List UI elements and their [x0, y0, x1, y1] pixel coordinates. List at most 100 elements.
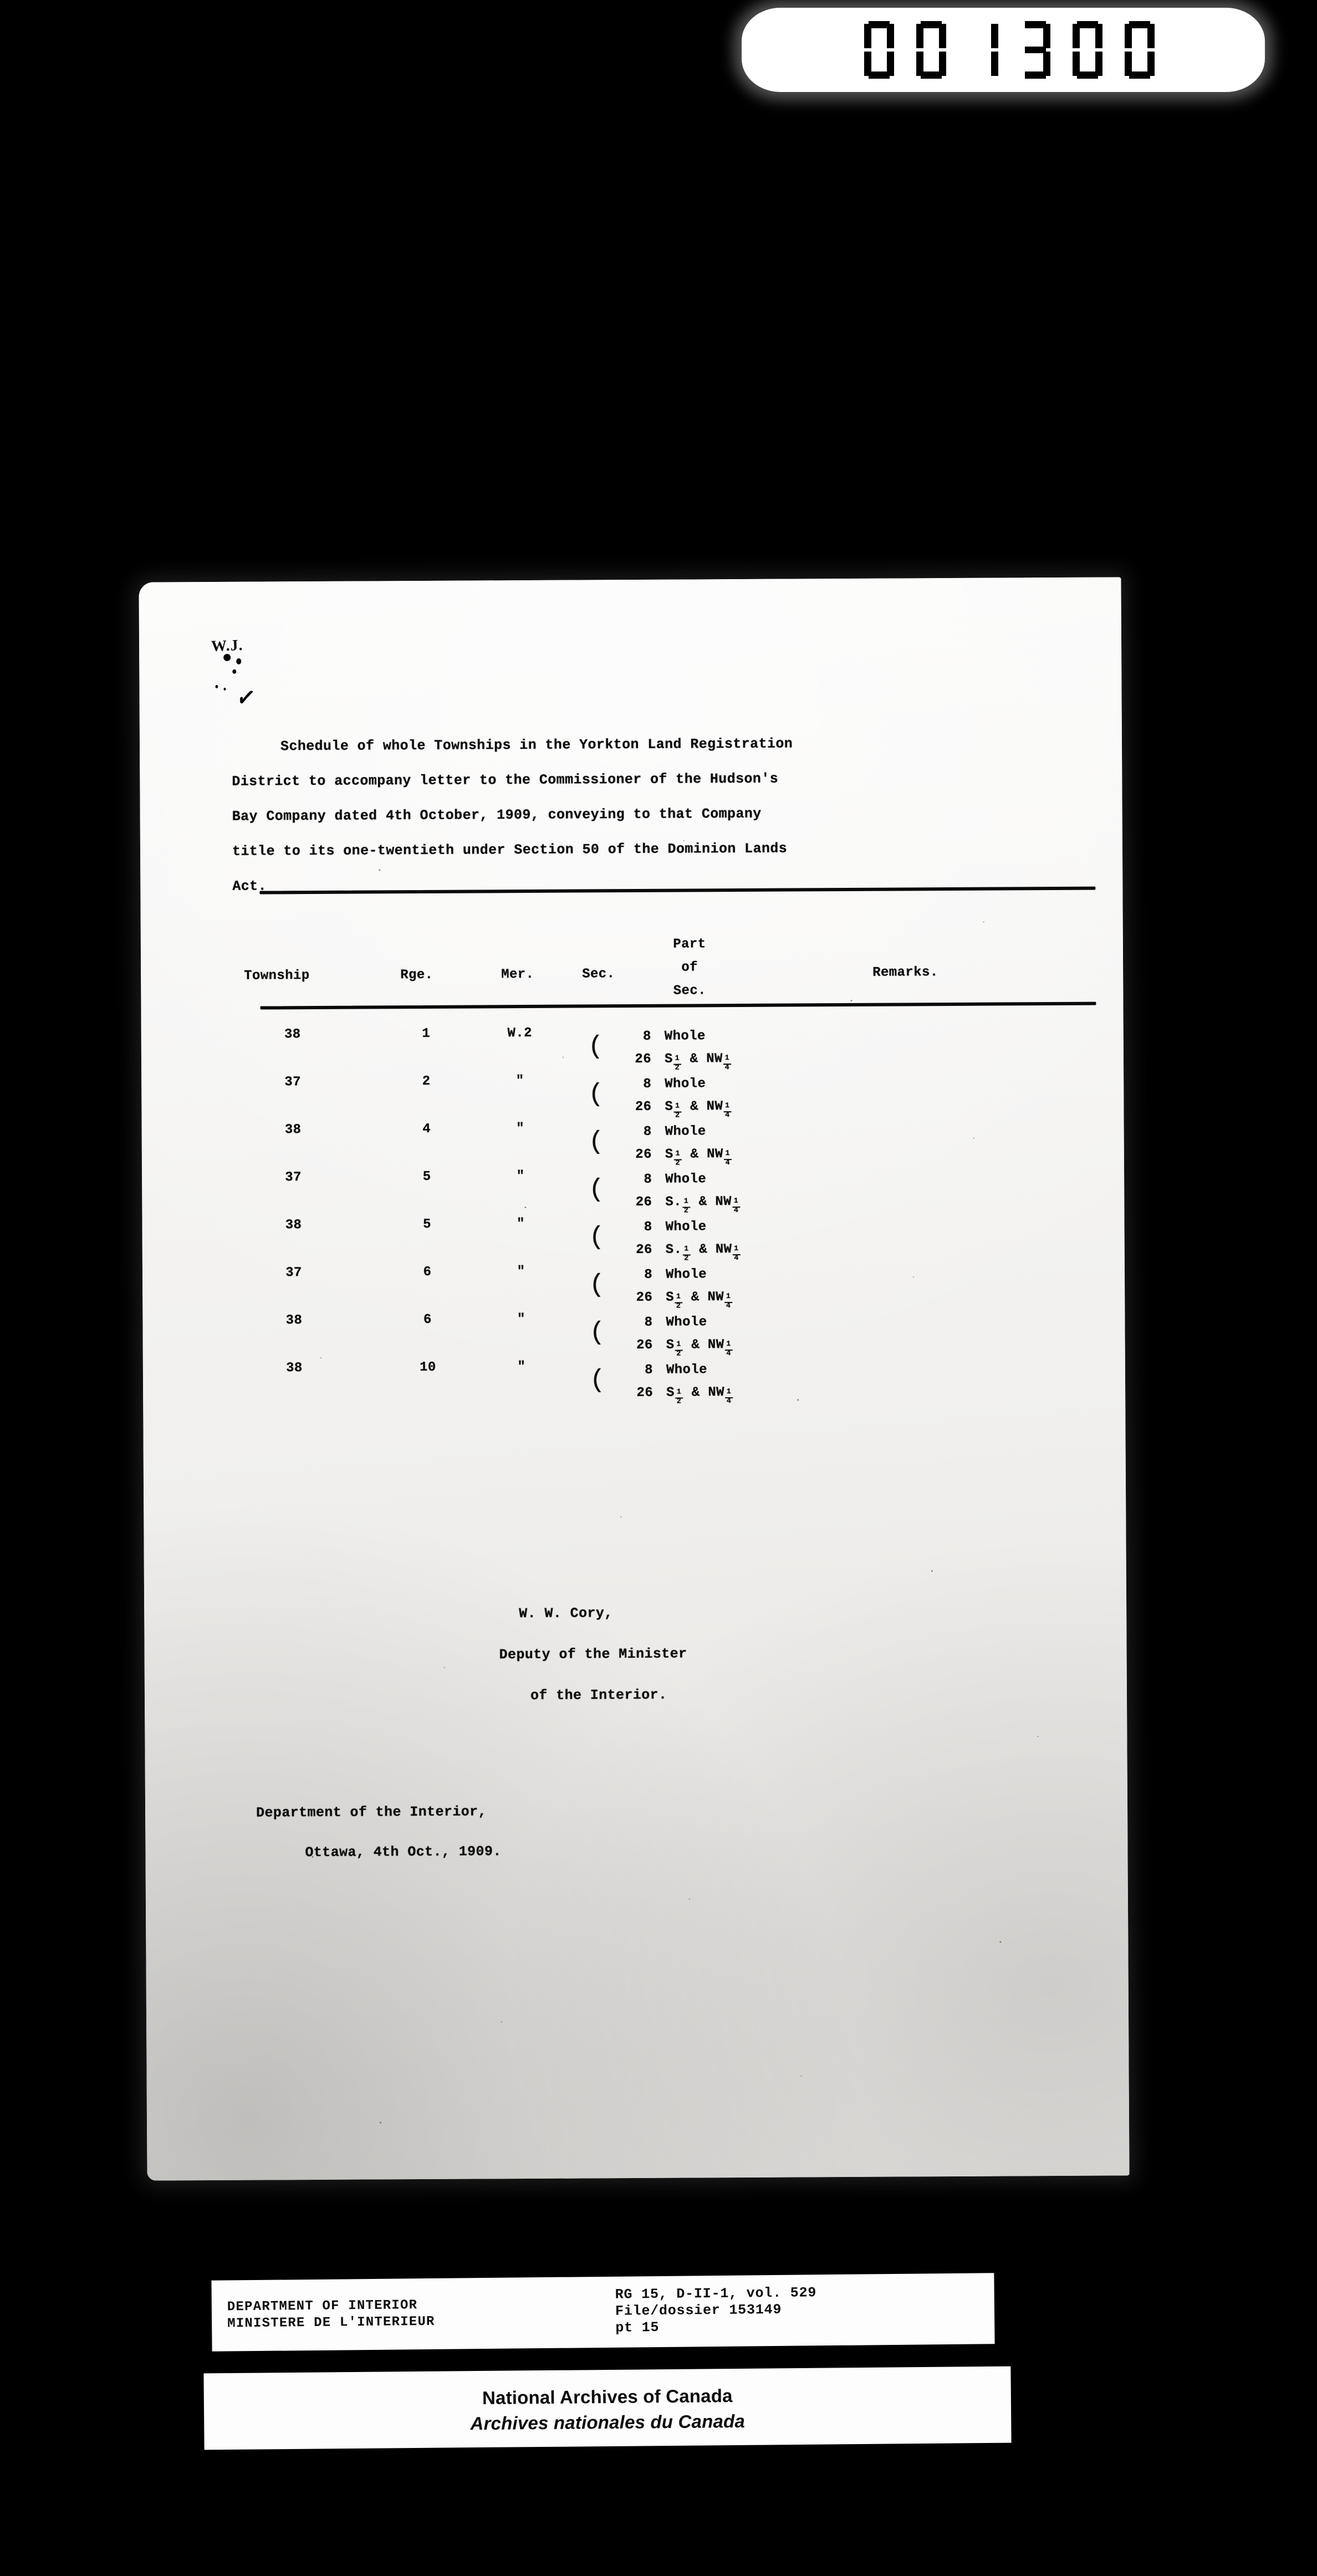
- ink-blot: [223, 653, 231, 661]
- table-row: 37 6 " (8 26 Whole S 1 2 & NW 1 4: [142, 1259, 1125, 1311]
- row-brace: (: [589, 1175, 605, 1204]
- cell-township: 38: [286, 1361, 303, 1376]
- part-value: Whole: [666, 1315, 707, 1330]
- sec-value: 8: [644, 1315, 653, 1330]
- cell-mer: ": [516, 1121, 525, 1137]
- body-line: Bay Company dated 4th October, 1909, con…: [232, 805, 762, 825]
- film-speck: [501, 2021, 503, 2023]
- cell-part-of-sec: Whole S 1 2 & NW 1 4: [665, 1025, 732, 1072]
- part-value: S. 1 2 & NW 1 4: [665, 1190, 741, 1215]
- sec-value: 8: [642, 1029, 651, 1044]
- cell-sec: 8 26: [610, 1073, 652, 1118]
- cell-part-of-sec: Whole S. 1 2 & NW 1 4: [665, 1168, 741, 1215]
- cell-rge: 5: [423, 1217, 432, 1232]
- sec-value: 26: [635, 1194, 652, 1210]
- row-brace: (: [588, 1032, 604, 1061]
- handwritten-initials: W.J.: [211, 636, 244, 655]
- film-speck: [913, 1276, 915, 1278]
- microfilm-frame-counter: [742, 8, 1265, 92]
- cell-rge: 6: [423, 1264, 432, 1280]
- record-group-line-3: pt 15: [615, 2319, 660, 2336]
- cell-mer: ": [517, 1359, 526, 1375]
- part-of-sec-line-1: Part: [673, 937, 706, 952]
- part-of-sec-line-2: of: [681, 960, 698, 975]
- body-line: Act.: [232, 878, 267, 895]
- record-group-line-1: RG 15, D-II-1, vol. 529: [615, 2284, 817, 2303]
- archival-rg-label: DEPARTMENT OF INTERIOR MINISTERE DE L'IN…: [211, 2273, 995, 2352]
- film-speck: [983, 921, 984, 923]
- cell-part-of-sec: Whole S 1 2 & NW 1 4: [665, 1263, 733, 1311]
- part-value: Whole: [665, 1076, 706, 1092]
- film-speck: [524, 1207, 527, 1209]
- row-brace: (: [588, 1127, 604, 1157]
- column-header-sec: Sec.: [582, 967, 615, 982]
- counter-digit-5: [1125, 21, 1155, 79]
- film-speck: [931, 1570, 933, 1572]
- column-header-mer: Mer.: [501, 967, 534, 983]
- sec-value: 8: [643, 1076, 652, 1092]
- sec-value: 8: [645, 1362, 653, 1378]
- table-body: 38 1 W.2 (8 26 Whole S 1 2 & NW 1 4 37 2 " (8 26 Whole S 1…: [139, 577, 1121, 1406]
- cell-sec: 8 26: [610, 1025, 651, 1071]
- film-speck: [683, 840, 685, 841]
- part-value: Whole: [665, 1219, 707, 1235]
- cell-rge: 2: [422, 1074, 431, 1089]
- national-archives-text: National Archives of Canada Archives nat…: [204, 2381, 1012, 2439]
- cell-township: 37: [285, 1265, 302, 1281]
- row-brace: (: [589, 1366, 606, 1395]
- dateline-place-date: Ottawa, 4th Oct., 1909.: [305, 1843, 502, 1861]
- ink-blot: [236, 658, 242, 665]
- record-group-label: RG 15, D-II-1, vol. 529 File/dossier 153…: [615, 2284, 817, 2336]
- cell-part-of-sec: Whole S 1 2 & NW 1 4: [665, 1072, 732, 1120]
- sec-value: 26: [635, 1099, 652, 1115]
- film-speck: [562, 1056, 564, 1058]
- sec-value: 26: [636, 1242, 652, 1258]
- document-body: Schedule of whole Townships in the Yorkt…: [232, 725, 1053, 904]
- check-mark-icon: ✓: [234, 682, 258, 713]
- film-speck: [1037, 1736, 1039, 1737]
- cell-sec: 8 26: [611, 1216, 652, 1261]
- counter-digit-0: [864, 21, 894, 79]
- body-line: District to accompany letter to the Comm…: [232, 770, 779, 790]
- row-brace: (: [588, 1080, 604, 1109]
- table-row: 38 1 W.2(8 26 Whole S 1 2 & NW 1 4: [141, 1020, 1124, 1073]
- counter-digit-1: [916, 21, 946, 79]
- row-brace: (: [589, 1270, 605, 1300]
- cell-mer: ": [517, 1264, 525, 1280]
- film-speck: [688, 1898, 690, 1900]
- part-value: Whole: [665, 1267, 707, 1282]
- sec-value: 8: [644, 1267, 653, 1282]
- film-speck: [379, 869, 381, 871]
- table-row: 38 6 "(8 26 Whole S 1 2 & NW 1 4: [142, 1306, 1125, 1359]
- cell-mer: ": [515, 1074, 524, 1089]
- signature-title-line-1: Deputy of the Minister: [499, 1645, 687, 1663]
- sec-value: 26: [636, 1290, 653, 1305]
- part-value: S. 1 2 & NW 1 4: [666, 1238, 741, 1263]
- row-brace: (: [589, 1223, 605, 1252]
- counter-digit-4: [1073, 21, 1102, 79]
- column-header-rge: Rge.: [400, 967, 433, 983]
- sec-value: 26: [635, 1147, 652, 1162]
- cell-township: 38: [285, 1313, 303, 1328]
- film-speck: [312, 1856, 314, 1858]
- film-speck: [999, 1941, 1002, 1943]
- film-speck: [973, 1137, 974, 1139]
- sec-value: 8: [643, 1124, 652, 1139]
- cell-rge: 1: [422, 1026, 431, 1041]
- counter-digit-2: [968, 21, 998, 79]
- dateline-block: Department of the Interior, Ottawa, 4th …: [256, 1792, 502, 1873]
- film-speckles: [139, 577, 1121, 2124]
- cell-sec: 8 26: [611, 1264, 653, 1309]
- cell-rge: 10: [420, 1359, 436, 1376]
